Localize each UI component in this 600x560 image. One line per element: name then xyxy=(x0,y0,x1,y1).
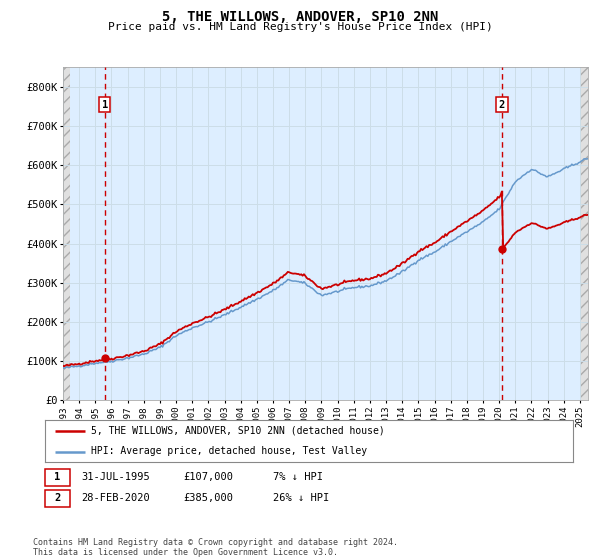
Text: HPI: Average price, detached house, Test Valley: HPI: Average price, detached house, Test… xyxy=(91,446,368,456)
Text: 1: 1 xyxy=(55,472,61,482)
Text: 5, THE WILLOWS, ANDOVER, SP10 2NN (detached house): 5, THE WILLOWS, ANDOVER, SP10 2NN (detac… xyxy=(91,426,385,436)
Text: 26% ↓ HPI: 26% ↓ HPI xyxy=(273,493,329,503)
Bar xyxy=(63,67,70,400)
Bar xyxy=(580,67,588,400)
Text: 2: 2 xyxy=(55,493,61,503)
Text: Contains HM Land Registry data © Crown copyright and database right 2024.
This d: Contains HM Land Registry data © Crown c… xyxy=(33,538,398,557)
Text: 28-FEB-2020: 28-FEB-2020 xyxy=(81,493,150,503)
Text: 31-JUL-1995: 31-JUL-1995 xyxy=(81,472,150,482)
Text: 5, THE WILLOWS, ANDOVER, SP10 2NN: 5, THE WILLOWS, ANDOVER, SP10 2NN xyxy=(162,10,438,24)
Text: 7% ↓ HPI: 7% ↓ HPI xyxy=(273,472,323,482)
Text: 1: 1 xyxy=(101,100,108,110)
Text: £107,000: £107,000 xyxy=(183,472,233,482)
Text: £385,000: £385,000 xyxy=(183,493,233,503)
Text: Price paid vs. HM Land Registry's House Price Index (HPI): Price paid vs. HM Land Registry's House … xyxy=(107,22,493,32)
Text: 2: 2 xyxy=(499,100,505,110)
